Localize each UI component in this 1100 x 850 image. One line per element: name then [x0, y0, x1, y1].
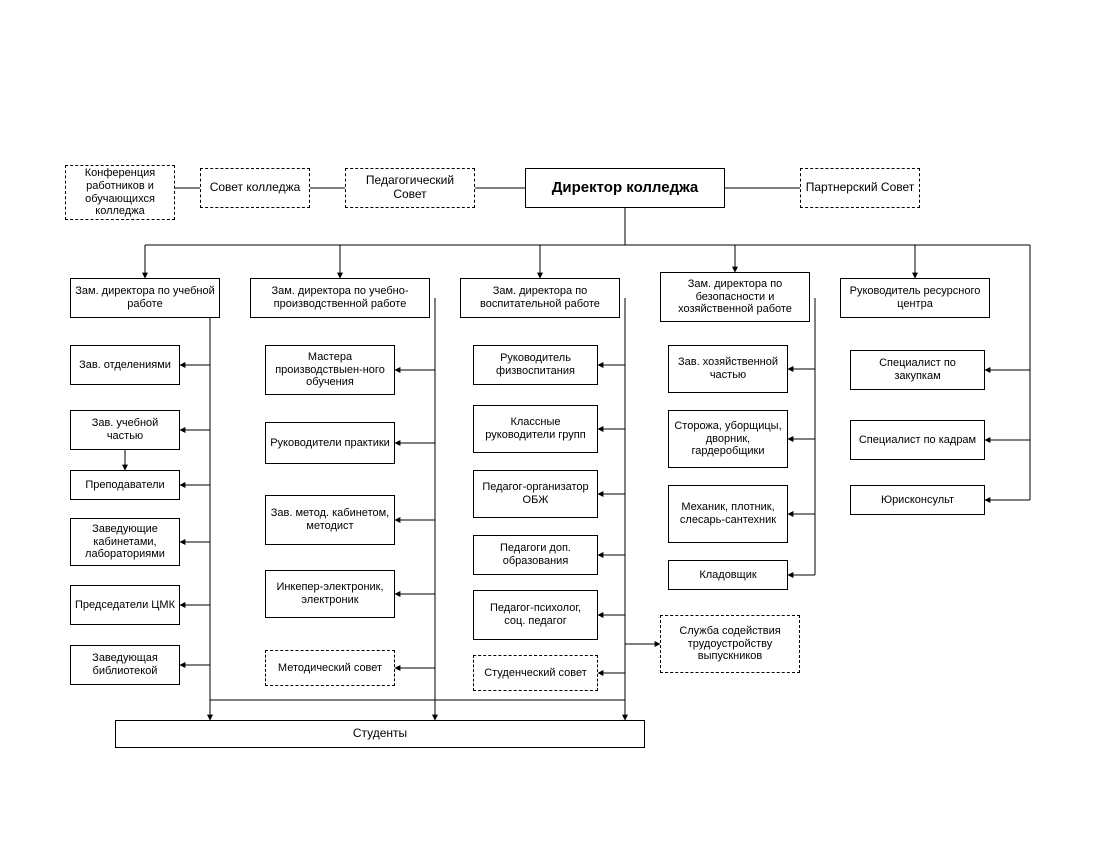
- node-label: Партнерский Совет: [806, 181, 915, 195]
- node-label: Классные руководители групп: [478, 416, 593, 441]
- node-prepod: Преподаватели: [70, 470, 180, 500]
- node-director: Директор колледжа: [525, 168, 725, 208]
- node-ped_sov: Педагогический Совет: [345, 168, 475, 208]
- node-ped_psikh: Педагог-психолог, соц. педагог: [473, 590, 598, 640]
- node-label: Сторожа, уборщицы, дворник, гардеробщики: [673, 420, 783, 458]
- node-label: Руководитель физвоспитания: [478, 352, 593, 377]
- node-label: Зам. директора по воспитательной работе: [465, 285, 615, 310]
- node-ruk_fiz: Руководитель физвоспитания: [473, 345, 598, 385]
- node-label: Зав. учебной частью: [75, 417, 175, 442]
- node-ped_obzh: Педагог-организатор ОБЖ: [473, 470, 598, 518]
- node-label: Студенты: [353, 727, 407, 741]
- node-sluzhba: Служба содействия трудоустройству выпуск…: [660, 615, 800, 673]
- node-zam_upr: Зам. директора по учебно-производственно…: [250, 278, 430, 318]
- node-zav_metod: Зав. метод. кабинетом, методист: [265, 495, 395, 545]
- node-label: Инкепер-электроник, электроник: [270, 581, 390, 606]
- node-label: Служба содействия трудоустройству выпуск…: [665, 625, 795, 663]
- node-label: Заведующая библиотекой: [75, 652, 175, 677]
- node-label: Директор колледжа: [552, 179, 699, 196]
- node-metod_sov: Методический совет: [265, 650, 395, 686]
- node-zam_vosp: Зам. директора по воспитательной работе: [460, 278, 620, 318]
- node-ruk_prakt: Руководители практики: [265, 422, 395, 464]
- node-mast_po: Мастера производствыен-ного обучения: [265, 345, 395, 395]
- node-label: Зам. директора по безопасности и хозяйст…: [665, 278, 805, 316]
- node-label: Студенческий совет: [484, 667, 587, 680]
- node-yurisk: Юрисконсульт: [850, 485, 985, 515]
- node-zav_bibl: Заведующая библиотекой: [70, 645, 180, 685]
- node-studenty: Студенты: [115, 720, 645, 748]
- org-chart: Конференция работников и обучающихся кол…: [0, 0, 1100, 850]
- node-label: Механик, плотник, слесарь-сантехник: [673, 501, 783, 526]
- node-label: Зав. отделениями: [79, 359, 171, 372]
- node-label: Кладовщик: [699, 569, 756, 582]
- node-label: Председатели ЦМК: [75, 599, 175, 612]
- node-label: Зам. директора по учебной работе: [75, 285, 215, 310]
- node-zav_kab: Заведующие кабинетами, лабораториями: [70, 518, 180, 566]
- node-label: Педагоги доп. образования: [478, 542, 593, 567]
- node-konf: Конференция работников и обучающихся кол…: [65, 165, 175, 220]
- node-label: Конференция работников и обучающихся кол…: [70, 167, 170, 218]
- node-label: Педагог-организатор ОБЖ: [478, 481, 593, 506]
- node-zam_bezop: Зам. директора по безопасности и хозяйст…: [660, 272, 810, 322]
- node-label: Зав. хозяйственной частью: [673, 356, 783, 381]
- node-label: Специалист по закупкам: [855, 357, 980, 382]
- node-spec_zak: Специалист по закупкам: [850, 350, 985, 390]
- node-storozha: Сторожа, уборщицы, дворник, гардеробщики: [668, 410, 788, 468]
- node-label: Специалист по кадрам: [859, 434, 976, 447]
- node-inzh_el: Инкепер-электроник, электроник: [265, 570, 395, 618]
- node-label: Зав. метод. кабинетом, методист: [270, 507, 390, 532]
- node-stud_sov: Студенческий совет: [473, 655, 598, 691]
- node-zav_uchch: Зав. учебной частью: [70, 410, 180, 450]
- node-label: Преподаватели: [85, 479, 164, 492]
- node-label: Педагогический Совет: [350, 174, 470, 202]
- node-part_sov: Партнерский Совет: [800, 168, 920, 208]
- node-zav_otd: Зав. отделениями: [70, 345, 180, 385]
- node-label: Педагог-психолог, соц. педагог: [478, 602, 593, 627]
- node-label: Совет колледжа: [210, 181, 301, 195]
- node-label: Мастера производствыен-ного обучения: [270, 351, 390, 389]
- node-label: Зам. директора по учебно-производственно…: [255, 285, 425, 310]
- node-label: Юрисконсульт: [881, 494, 954, 507]
- node-label: Руководители практики: [270, 437, 390, 450]
- node-label: Методический совет: [278, 662, 382, 675]
- node-klass_ruk: Классные руководители групп: [473, 405, 598, 453]
- node-ped_dop: Педагоги доп. образования: [473, 535, 598, 575]
- node-zam_ucheb: Зам. директора по учебной работе: [70, 278, 220, 318]
- node-sovet_k: Совет колледжа: [200, 168, 310, 208]
- node-zav_hoz: Зав. хозяйственной частью: [668, 345, 788, 393]
- node-mekhanik: Механик, плотник, слесарь-сантехник: [668, 485, 788, 543]
- node-spec_kadr: Специалист по кадрам: [850, 420, 985, 460]
- node-ruk_res: Руководитель ресурсного центра: [840, 278, 990, 318]
- node-label: Заведующие кабинетами, лабораториями: [75, 523, 175, 561]
- node-pred_cmk: Председатели ЦМК: [70, 585, 180, 625]
- node-kladov: Кладовщик: [668, 560, 788, 590]
- node-label: Руководитель ресурсного центра: [845, 285, 985, 310]
